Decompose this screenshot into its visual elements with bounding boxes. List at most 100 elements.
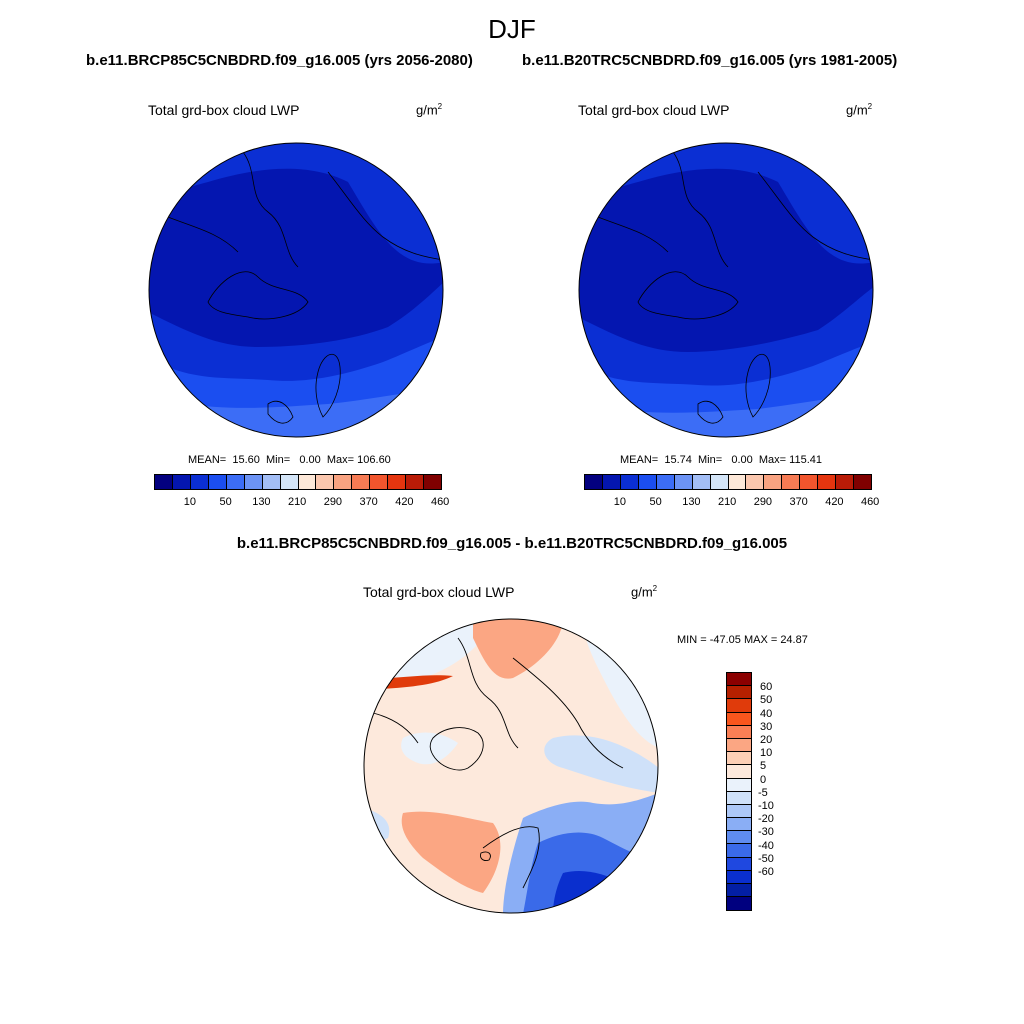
colorbar-swatch [727, 791, 751, 805]
colorbar-swatch [190, 475, 209, 489]
left-stats: MEAN= 15.60 Min= 0.00 Max= 106.60 [188, 454, 391, 466]
colorbar-swatch [727, 831, 751, 845]
colorbar-swatch [620, 475, 639, 489]
colorbar-swatch [710, 475, 729, 489]
colorbar-swatch [692, 475, 711, 489]
colorbar-swatch [280, 475, 299, 489]
colorbar-swatch [764, 475, 783, 489]
colorbar-swatch [602, 475, 621, 489]
colorbar-tick-label: 5 [760, 760, 767, 773]
colorbar-tick-label: -5 [758, 786, 768, 799]
colorbar-swatch [352, 475, 371, 489]
right-variable-label: Total grd-box cloud LWP [578, 102, 730, 118]
diff-unit-label: g/m2 [631, 584, 658, 600]
colorbar-swatch [746, 475, 765, 489]
colorbar-tick-label: -50 [758, 852, 774, 865]
right-polar-map [578, 142, 874, 438]
colorbar-swatch [727, 686, 751, 700]
colorbar-swatch [208, 475, 227, 489]
colorbar-swatch [836, 475, 855, 489]
colorbar-swatch [818, 475, 837, 489]
colorbar-tick-label: 290 [753, 496, 773, 508]
colorbar-tick-label: 370 [359, 496, 378, 508]
colorbar-swatch [727, 897, 751, 911]
colorbar-swatch [727, 738, 751, 753]
colorbar-swatch [226, 475, 245, 489]
left-case-title: b.e11.BRCP85C5CNBDRD.f09_g16.005 (yrs 20… [86, 52, 473, 69]
colorbar-swatch [800, 475, 819, 489]
right-colorbar [584, 474, 872, 490]
colorbar-tick-label: 10 [760, 747, 773, 760]
colorbar-swatch [155, 475, 173, 489]
diff-colorbar-labels: 60 50 40 30 20 10 5 0 -5 -10 -20 -30 -40 -50 -60 [758, 672, 798, 912]
colorbar-swatch [585, 475, 603, 489]
colorbar-tick-label: 210 [717, 496, 737, 508]
colorbar-tick-label: 210 [287, 496, 307, 508]
colorbar-tick-label: 370 [789, 496, 808, 508]
right-colorbar-labels: 10 50 130 210 290 370 420 460 [584, 496, 880, 510]
colorbar-tick-label: -60 [758, 866, 774, 878]
colorbar-swatch [674, 475, 693, 489]
colorbar-tick-label: 460 [430, 496, 450, 508]
colorbar-swatch [370, 475, 389, 489]
colorbar-swatch [262, 475, 281, 489]
colorbar-swatch [656, 475, 675, 489]
colorbar-swatch [388, 475, 407, 489]
colorbar-swatch [244, 475, 263, 489]
colorbar-swatch [727, 725, 751, 739]
colorbar-tick-label: -40 [758, 839, 774, 852]
diff-polar-map [363, 618, 659, 914]
colorbar-swatch [172, 475, 191, 489]
colorbar-tick-label: 420 [825, 496, 844, 508]
right-stats: MEAN= 15.74 Min= 0.00 Max= 115.41 [620, 454, 822, 466]
colorbar-swatch [406, 475, 425, 489]
left-unit-label: g/m2 [416, 102, 443, 118]
colorbar-tick-label: 0 [760, 773, 767, 786]
colorbar-tick-label: 60 [760, 681, 773, 694]
colorbar-swatch [727, 818, 751, 832]
colorbar-swatch [854, 475, 871, 489]
left-colorbar [154, 474, 442, 490]
colorbar-swatch [727, 884, 751, 898]
colorbar-swatch [638, 475, 657, 489]
diff-variable-label: Total grd-box cloud LWP [363, 584, 515, 600]
diff-title: b.e11.BRCP85C5CNBDRD.f09_g16.005 - b.e11… [236, 535, 788, 552]
colorbar-swatch [727, 778, 751, 792]
colorbar-swatch [424, 475, 441, 489]
colorbar-tick-label: 40 [760, 707, 773, 720]
colorbar-tick-label: -10 [758, 800, 774, 812]
colorbar-tick-label: 130 [252, 496, 271, 508]
colorbar-swatch [298, 475, 317, 489]
colorbar-tick-label: 50 [760, 694, 773, 707]
colorbar-tick-label: 30 [760, 720, 773, 733]
colorbar-tick-label: -30 [758, 826, 774, 839]
colorbar-tick-label: 20 [760, 734, 773, 746]
colorbar-tick-label: 10 [183, 496, 196, 508]
colorbar-swatch [728, 475, 747, 489]
right-case-title: b.e11.B20TRC5CNBDRD.f09_g16.005 (yrs 198… [522, 52, 898, 69]
colorbar-tick-label: 50 [649, 496, 662, 508]
colorbar-swatch [334, 475, 353, 489]
colorbar-swatch [727, 765, 751, 779]
colorbar-swatch [316, 475, 335, 489]
colorbar-tick-label: 420 [395, 496, 414, 508]
colorbar-swatch [727, 673, 751, 687]
colorbar-tick-label: 10 [613, 496, 626, 508]
diff-colorbar [726, 672, 752, 912]
colorbar-tick-label: 130 [682, 496, 701, 508]
colorbar-tick-label: 290 [323, 496, 343, 508]
colorbar-swatch [727, 844, 751, 858]
main-title: DJF [488, 14, 536, 44]
colorbar-swatch [727, 804, 751, 819]
colorbar-swatch [727, 699, 751, 713]
colorbar-swatch [782, 475, 801, 489]
left-variable-label: Total grd-box cloud LWP [148, 102, 300, 118]
colorbar-tick-label: 460 [860, 496, 880, 508]
diff-stats: MIN = -47.05 MAX = 24.87 [677, 634, 808, 646]
colorbar-swatch [727, 870, 751, 884]
right-unit-label: g/m2 [846, 102, 873, 118]
colorbar-tick-label: -20 [758, 813, 774, 826]
colorbar-tick-label: 50 [219, 496, 232, 508]
colorbar-swatch [727, 712, 751, 726]
colorbar-swatch [727, 752, 751, 766]
